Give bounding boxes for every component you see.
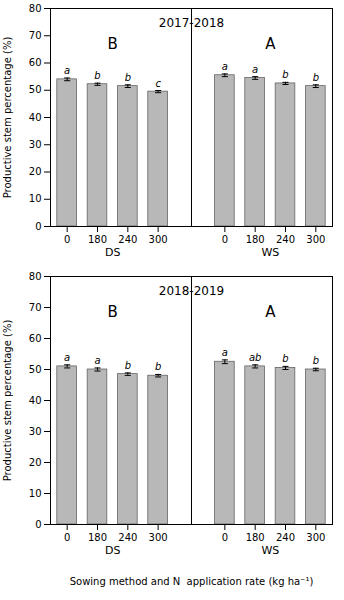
svg-text:30: 30 — [29, 139, 42, 150]
svg-text:20: 20 — [29, 457, 42, 468]
svg-text:0: 0 — [222, 532, 228, 543]
svg-text:40: 40 — [29, 395, 42, 406]
svg-text:50: 50 — [29, 84, 42, 95]
svg-text:240: 240 — [118, 532, 137, 543]
svg-text:b: b — [282, 353, 288, 364]
svg-text:2017-2018: 2017-2018 — [159, 16, 224, 30]
svg-text:A: A — [265, 303, 276, 321]
svg-text:300: 300 — [306, 234, 325, 245]
svg-text:180: 180 — [88, 532, 107, 543]
svg-text:70: 70 — [29, 30, 42, 41]
svg-text:30: 30 — [29, 426, 42, 437]
svg-text:180: 180 — [246, 234, 265, 245]
svg-text:b: b — [313, 72, 319, 83]
svg-text:B: B — [108, 35, 118, 53]
svg-text:WS: WS — [261, 544, 279, 557]
svg-text:60: 60 — [29, 57, 42, 68]
svg-text:Sowing method and N applicati: Sowing method and N application rate (kg… — [70, 576, 314, 587]
svg-text:b: b — [94, 70, 100, 81]
svg-text:a: a — [252, 64, 258, 75]
svg-text:0: 0 — [64, 532, 70, 543]
svg-text:40: 40 — [29, 112, 42, 123]
svg-text:a: a — [94, 355, 100, 366]
svg-text:a: a — [222, 347, 228, 358]
svg-text:20: 20 — [29, 166, 42, 177]
svg-text:A: A — [265, 35, 276, 53]
svg-text:80: 80 — [29, 271, 42, 282]
svg-text:DS: DS — [105, 544, 120, 557]
svg-text:ab: ab — [249, 352, 261, 363]
svg-text:0: 0 — [222, 234, 228, 245]
svg-text:a: a — [64, 352, 70, 363]
svg-text:240: 240 — [118, 234, 137, 245]
svg-text:b: b — [282, 69, 288, 80]
svg-text:a: a — [64, 65, 70, 76]
svg-text:Productive stem percentage (%): Productive stem percentage (%) — [2, 37, 13, 199]
svg-text:240: 240 — [276, 234, 295, 245]
svg-text:70: 70 — [29, 302, 42, 313]
svg-text:a: a — [222, 61, 228, 72]
svg-text:300: 300 — [306, 532, 325, 543]
svg-text:c: c — [155, 78, 161, 89]
svg-text:0: 0 — [35, 519, 41, 530]
svg-text:b: b — [313, 355, 319, 366]
svg-text:300: 300 — [149, 532, 168, 543]
svg-text:60: 60 — [29, 333, 42, 344]
svg-text:DS: DS — [105, 246, 120, 259]
svg-text:80: 80 — [29, 3, 42, 14]
svg-text:0: 0 — [64, 234, 70, 245]
svg-text:WS: WS — [261, 246, 279, 259]
svg-text:2018-2019: 2018-2019 — [159, 284, 224, 298]
svg-text:0: 0 — [35, 221, 41, 232]
svg-text:b: b — [125, 72, 131, 83]
svg-text:B: B — [108, 303, 118, 321]
svg-text:240: 240 — [276, 532, 295, 543]
svg-text:180: 180 — [88, 234, 107, 245]
svg-text:b: b — [125, 360, 131, 371]
svg-text:300: 300 — [149, 234, 168, 245]
svg-text:180: 180 — [246, 532, 265, 543]
svg-text:b: b — [155, 361, 161, 372]
svg-text:Productive stem percentage (%): Productive stem percentage (%) — [2, 320, 13, 482]
svg-text:10: 10 — [29, 193, 42, 204]
svg-text:10: 10 — [29, 488, 42, 499]
svg-text:50: 50 — [29, 364, 42, 375]
